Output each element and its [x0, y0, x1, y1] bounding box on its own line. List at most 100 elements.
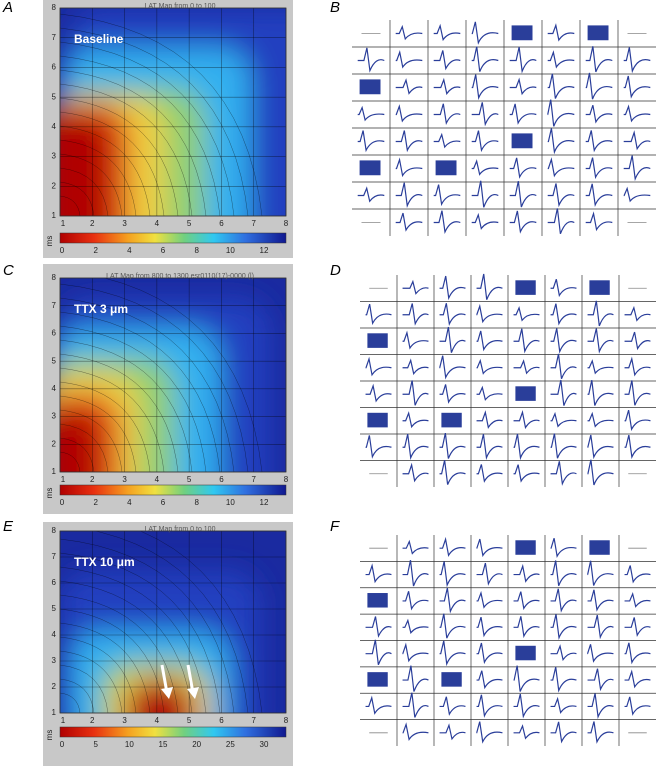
trace-wave	[550, 560, 577, 587]
trace-wave	[550, 461, 577, 486]
trace-wave	[471, 74, 499, 101]
x-tick-label: 4	[155, 219, 160, 228]
trace-wave	[623, 75, 651, 99]
trace-wave	[513, 328, 540, 354]
heatmap	[60, 278, 286, 472]
trace-wave	[471, 180, 499, 208]
trace-wave	[357, 130, 385, 153]
y-tick-label: 1	[52, 708, 57, 717]
trace-wave	[513, 665, 540, 692]
trace-wave	[439, 432, 466, 459]
trace-wave	[402, 722, 429, 742]
contour	[60, 125, 151, 216]
x-tick-label: 3	[122, 475, 127, 484]
panel-label: C	[3, 262, 14, 279]
trace-noise	[441, 672, 462, 687]
trace-wave	[433, 103, 461, 126]
colorbar-tick-label: 8	[194, 498, 199, 507]
trace-wave	[587, 359, 614, 375]
colorbar-tick-label: 0	[60, 246, 65, 255]
arrow-head	[187, 687, 199, 699]
trace-wave	[433, 210, 461, 235]
heatmap-blob	[125, 679, 195, 713]
trace-wave	[402, 539, 429, 555]
colorbar-tick-label: 25	[226, 740, 235, 749]
trace-wave	[585, 105, 613, 124]
trace-wave	[624, 434, 651, 460]
y-tick-label: 2	[52, 682, 57, 691]
trace-wave	[476, 273, 503, 300]
trace-noise	[359, 79, 381, 95]
trace-wave	[357, 186, 385, 203]
trace-wave	[357, 47, 385, 73]
trace-wave	[513, 464, 540, 483]
colorbar-unit: ms	[45, 488, 54, 499]
panel-label: D	[330, 262, 341, 279]
trace-wave	[476, 670, 503, 690]
y-tick-label: 2	[52, 439, 57, 448]
trace-wave	[550, 279, 577, 298]
trace-wave	[547, 99, 575, 127]
contour	[60, 41, 235, 216]
arrow-head	[161, 687, 173, 699]
trace-wave	[476, 694, 503, 718]
colorbar-tick-label: 12	[260, 498, 269, 507]
contour	[60, 153, 123, 216]
trace-wave	[587, 721, 614, 744]
trace-wave	[513, 563, 540, 583]
trace-wave	[365, 303, 392, 326]
trace-wave	[365, 383, 392, 403]
x-tick-label: 6	[219, 475, 224, 484]
y-tick-label: 5	[52, 356, 57, 365]
condition-label: Baseline	[74, 32, 124, 46]
trace-wave	[550, 379, 577, 406]
trace-wave	[439, 384, 466, 404]
colorbar-tick-label: 0	[60, 740, 65, 749]
trace-wave	[550, 614, 577, 641]
trace-wave	[585, 130, 613, 153]
trace-noise	[515, 386, 536, 401]
trace-wave	[433, 132, 461, 149]
trace-wave	[623, 155, 651, 182]
colorbar-tick-label: 6	[161, 246, 166, 255]
contour	[60, 325, 207, 472]
trace-wave	[439, 275, 466, 301]
trace-wave	[402, 358, 429, 376]
contour	[60, 437, 95, 472]
trace-wave	[550, 328, 577, 354]
colorbar-tick-label: 12	[260, 246, 269, 255]
x-tick-label: 1	[61, 475, 66, 484]
x-tick-label: 8	[284, 219, 289, 228]
trace-wave	[395, 78, 423, 95]
heatmap	[60, 531, 286, 713]
trace-wave	[439, 536, 466, 557]
x-tick-label: 2	[90, 716, 95, 725]
colorbar-tick-label: 10	[226, 498, 235, 507]
trace-wave	[509, 210, 537, 234]
contour	[60, 381, 151, 472]
condition-label: TTX 10 μm	[74, 555, 135, 569]
trace-wave	[471, 102, 499, 127]
trace-noise	[515, 645, 536, 661]
contour	[60, 594, 179, 713]
trace-wave	[402, 433, 429, 461]
contour	[60, 353, 179, 472]
contour	[60, 167, 109, 216]
contour	[60, 538, 235, 713]
y-tick-label: 1	[52, 467, 57, 476]
contour	[60, 409, 123, 472]
colorbar-tick-label: 8	[194, 246, 199, 255]
x-tick-label: 1	[61, 716, 66, 725]
plot-border	[59, 7, 287, 217]
colorbar-tick-label: 5	[93, 740, 98, 749]
colorbar-tick-label: 2	[93, 498, 98, 507]
x-tick-label: 2	[90, 475, 95, 484]
trace-wave	[471, 46, 499, 72]
trace-wave	[509, 181, 537, 208]
y-tick-label: 2	[52, 181, 57, 190]
trace-wave	[623, 104, 651, 123]
contour	[60, 283, 249, 472]
y-tick-label: 4	[52, 122, 57, 131]
y-tick-label: 6	[52, 329, 57, 338]
trace-wave	[402, 692, 429, 718]
